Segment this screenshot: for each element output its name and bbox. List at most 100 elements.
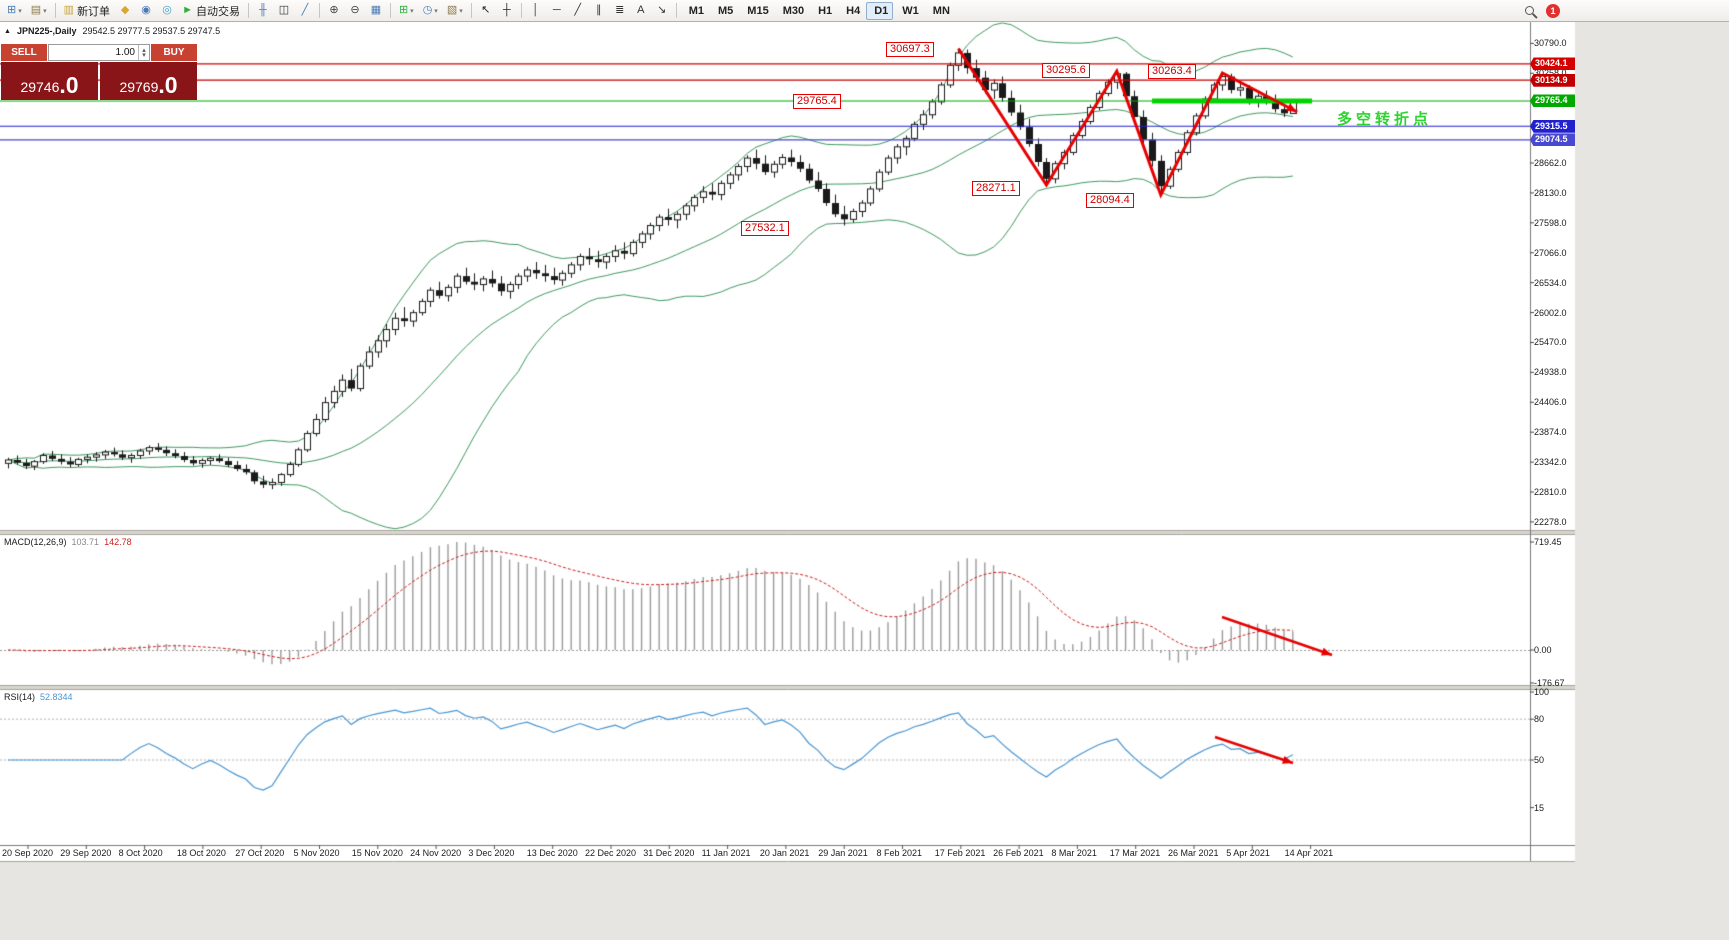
toolbar-separator <box>54 3 56 18</box>
fibonacci-button[interactable]: ≣ <box>610 2 630 20</box>
notification-badge[interactable]: 1 <box>1546 3 1560 18</box>
toolbar-separator <box>520 3 522 18</box>
volume-spinner[interactable]: ▴ ▾ <box>138 45 149 60</box>
channel-button[interactable]: ∥ <box>589 2 609 20</box>
zoom-in-icon: ⊕ <box>329 4 339 16</box>
periods-button[interactable]: ◷ ▾ <box>419 2 442 20</box>
history-center-icon: ◆ <box>120 4 130 16</box>
autotrading-button[interactable]: ► 自动交易 <box>178 2 244 20</box>
search-button[interactable] <box>1519 2 1539 20</box>
horizontal-line-button[interactable]: ─ <box>547 2 567 20</box>
toolbar-button-label: M30 <box>782 4 805 17</box>
history-center-button[interactable]: ◆ <box>115 2 135 20</box>
toolbar-button-label: 新订单 <box>77 5 111 18</box>
buy-price-main: 29769 <box>119 79 159 95</box>
toolbar-separator <box>470 3 472 18</box>
buy-price-big: .0 <box>158 72 178 98</box>
toolbar-button-label: MN <box>932 4 950 17</box>
line-chart-icon: ╱ <box>301 4 309 16</box>
text-icon: A <box>637 4 645 16</box>
indicators-button[interactable]: ⊞ ▾ <box>395 2 418 20</box>
templates-icon: ▧ <box>446 4 458 16</box>
channel-icon: ∥ <box>595 4 602 16</box>
dropdown-arrow-icon: ▾ <box>18 7 22 15</box>
indicators-icon: ⊞ <box>398 4 409 16</box>
toolbar-separator <box>675 3 677 18</box>
crosshair-icon: ┼ <box>502 4 511 16</box>
crosshair-button[interactable]: ┼ <box>497 2 517 20</box>
new-order-icon: ▥ <box>63 4 75 16</box>
sell-price-big: .0 <box>59 72 79 98</box>
data-window-icon: ◎ <box>162 4 172 16</box>
dropdown-arrow-icon: ▾ <box>43 7 47 15</box>
toolbar-button-label: W1 <box>902 4 919 17</box>
toolbar: ⊞ ▾ ▤ ▾ ▥ 新订单 ◆ ◉ ◎ ► 自动交易 ╫ ◫ ╱ ⊕ ⊖ ▦ ⊞ ▾ ◷ ▾ ▧ ▾ ↖ ┼ │ ─ ╱ ∥ ≣ A ↘ M1 M… <box>0 0 1729 22</box>
oneclick-collapse-icon[interactable]: ▲ <box>4 27 11 35</box>
toolbar-button-label: M15 <box>747 4 769 17</box>
vertical-line-button[interactable]: │ <box>526 2 546 20</box>
profiles-icon: ▤ <box>30 4 42 16</box>
market-watch-icon: ◉ <box>141 4 151 16</box>
toolbar-button-label: 自动交易 <box>195 5 240 18</box>
timeframe-w1[interactable]: W1 <box>894 2 924 20</box>
zoom-in-button[interactable]: ⊕ <box>324 2 344 20</box>
trade-buttons-row: SELL 1.00 ▴ ▾ BUY <box>1 44 197 61</box>
data-window-button[interactable]: ◎ <box>157 2 177 20</box>
dropdown-arrow-icon: ▾ <box>410 7 414 15</box>
spinner-down-icon[interactable]: ▾ <box>142 51 146 59</box>
timeframe-d1[interactable]: D1 <box>866 1 894 20</box>
sell-price-display[interactable]: 29746.0 <box>1 62 98 100</box>
toolbar-button-label: M1 <box>688 4 705 17</box>
candlestick-chart-button[interactable]: ◫ <box>274 2 294 20</box>
new-chart-icon: ⊞ <box>7 4 17 16</box>
timeframe-m1[interactable]: M1 <box>681 2 709 20</box>
oneclick-trading-panel: SELL 1.00 ▴ ▾ BUY 29746.0 29769.0 <box>1 44 197 100</box>
volume-input[interactable]: 1.00 ▴ ▾ <box>48 44 150 61</box>
zoom-out-button[interactable]: ⊖ <box>345 2 365 20</box>
new-chart-button[interactable]: ⊞ ▾ <box>3 2 26 20</box>
timeframe-h4[interactable]: H4 <box>838 2 865 20</box>
sell-price-main: 29746 <box>20 79 60 95</box>
dropdown-arrow-icon: ▾ <box>459 7 463 15</box>
toolbar-button-label: D1 <box>874 4 889 17</box>
candlestick-chart-icon: ◫ <box>278 4 290 16</box>
market-watch-button[interactable]: ◉ <box>136 2 156 20</box>
toolbar-button-label: M5 <box>718 4 734 17</box>
buy-price-display[interactable]: 29769.0 <box>100 62 197 100</box>
fibonacci-icon: ≣ <box>615 4 625 16</box>
search-icon <box>1524 6 1534 15</box>
bar-chart-button[interactable]: ╫ <box>253 2 273 20</box>
timeframe-m15[interactable]: M15 <box>739 2 773 20</box>
dropdown-arrow-icon: ▾ <box>434 7 438 15</box>
sell-button[interactable]: SELL <box>1 44 47 61</box>
templates-button[interactable]: ▧ ▾ <box>443 2 467 20</box>
toolbar-separator <box>247 3 249 18</box>
profiles-button[interactable]: ▤ ▾ <box>27 2 51 20</box>
tile-windows-button[interactable]: ▦ <box>366 2 386 20</box>
new-order-button[interactable]: ▥ 新订单 <box>60 2 114 20</box>
horizontal-line-icon: ─ <box>552 4 561 16</box>
toolbar-separator <box>389 3 391 18</box>
timeframe-m5[interactable]: M5 <box>710 2 738 20</box>
cursor-icon: ↖ <box>481 4 491 16</box>
cursor-button[interactable]: ↖ <box>476 2 496 20</box>
arrows-icon: ↘ <box>657 4 667 16</box>
vertical-line-icon: │ <box>532 4 540 16</box>
timeframe-h1[interactable]: H1 <box>810 2 837 20</box>
timeframe-m30[interactable]: M30 <box>775 2 809 20</box>
toolbar-separator <box>318 3 320 18</box>
periods-icon: ◷ <box>422 4 433 16</box>
text-button[interactable]: A <box>631 2 651 20</box>
buy-button[interactable]: BUY <box>151 44 197 61</box>
arrows-button[interactable]: ↘ <box>652 2 672 20</box>
spinner-up-icon[interactable]: ▴ <box>142 46 146 54</box>
toolbar-button-label: H4 <box>846 4 861 17</box>
bar-chart-icon: ╫ <box>259 4 267 16</box>
trendline-button[interactable]: ╱ <box>568 2 588 20</box>
toolbar-button-label: H1 <box>818 4 833 17</box>
line-chart-button[interactable]: ╱ <box>295 2 315 20</box>
timeframe-mn[interactable]: MN <box>925 2 955 20</box>
volume-value: 1.00 <box>115 47 135 58</box>
autotrading-icon: ► <box>182 4 193 16</box>
